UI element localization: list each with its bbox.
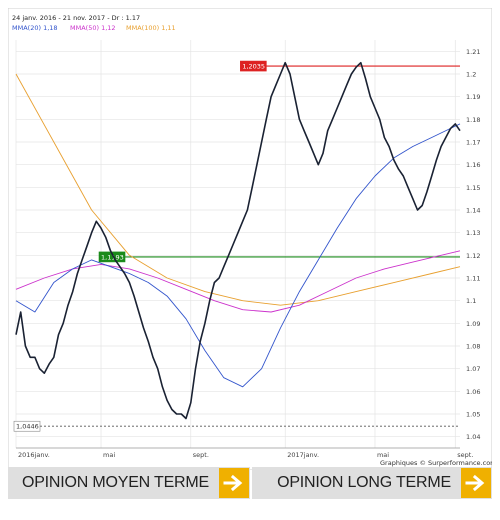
y-tick-label: 1.18 — [466, 116, 480, 124]
opinion-long-term-label: OPINION LONG TERME — [277, 474, 451, 491]
series-cours — [15, 61, 461, 420]
axis-ticks: 1.04 1.05 1.06 1.07 1.08 1.09 1.1 1.11 1.12 1.13 1… — [18, 48, 480, 459]
support-label-box — [98, 251, 126, 263]
arrow-right-icon[interactable] — [219, 468, 249, 498]
series-mma-50- — [15, 250, 461, 313]
y-tick-label: 1.14 — [466, 207, 480, 215]
x-tick-label: sept. — [457, 451, 473, 459]
arrow-right-icon[interactable] — [461, 468, 491, 498]
resistance-label-box — [240, 60, 267, 72]
series-mma-100- — [15, 73, 461, 306]
x-tick-label: mai — [103, 451, 115, 459]
series-lines — [15, 61, 461, 420]
y-tick-label: 1.1 — [466, 297, 476, 305]
chart-frame: 1,2035 1,1193 1,0446 1.04 1.05 1.06 1.07 1.08 1… — [8, 8, 492, 470]
y-tick-label: 1.09 — [466, 320, 480, 328]
resistance-label: 1,2035 — [242, 63, 265, 71]
y-tick-label: 1.06 — [466, 388, 480, 396]
opinion-medium-term-label: OPINION MOYEN TERME — [21, 474, 209, 491]
credit-label: Graphiques © Surperformance.com — [380, 459, 492, 467]
legend-mma50: MMA(50) 1,12 — [70, 24, 116, 32]
y-tick-label: 1.04 — [466, 433, 480, 441]
opinion-long-term[interactable]: OPINION LONG TERME — [252, 467, 492, 499]
y-tick-label: 1.19 — [466, 93, 480, 101]
horizontal-levels: 1,2035 1,1193 1,0446 — [13, 60, 460, 432]
x-tick-label: 2016janv. — [18, 451, 50, 459]
support-label: 1,1193 — [101, 253, 124, 261]
y-tick-label: 1.13 — [466, 229, 480, 237]
low-label: 1,0446 — [16, 423, 39, 431]
y-tick-label: 1.21 — [466, 48, 480, 56]
x-tick-label: sept. — [193, 451, 209, 459]
y-tick-label: 1.15 — [466, 184, 480, 192]
y-tick-label: 1.07 — [466, 365, 480, 373]
y-tick-label: 1.2 — [466, 71, 476, 79]
period-label: 24 janv. 2016 - 21 nov. 2017 - Dr : 1.17 — [12, 14, 140, 22]
legend-mma100: MMA(100) 1,11 — [126, 24, 176, 32]
x-tick-label: mai — [377, 451, 389, 459]
legend-mma20: MMA(20) 1,18 — [12, 24, 58, 32]
y-tick-label: 1.11 — [466, 275, 480, 283]
y-tick-label: 1.17 — [466, 139, 480, 147]
low-label-box — [13, 420, 41, 432]
chart-background — [8, 8, 492, 470]
y-tick-label: 1.12 — [466, 252, 480, 260]
opinion-medium-term[interactable]: OPINION MOYEN TERME — [8, 467, 250, 499]
y-tick-label: 1.16 — [466, 161, 480, 169]
y-tick-label: 1.05 — [466, 411, 480, 419]
x-tick-label: 2017janv. — [287, 451, 319, 459]
y-tick-label: 1.08 — [466, 343, 480, 351]
